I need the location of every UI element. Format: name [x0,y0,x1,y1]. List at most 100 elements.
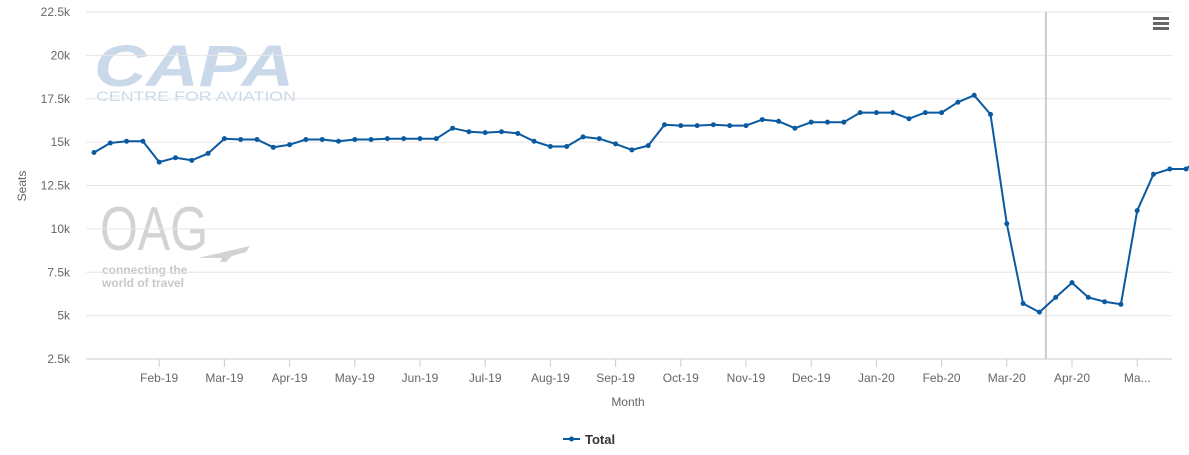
data-point[interactable] [645,143,651,149]
data-point[interactable] [482,130,488,136]
data-point[interactable] [1102,299,1108,305]
data-point[interactable] [254,137,260,143]
data-point[interactable] [678,123,684,129]
data-point[interactable] [156,159,162,165]
x-tick-label: Jul-19 [469,371,502,385]
chart-menu-button[interactable] [1148,10,1174,36]
x-tick-label: Aug-19 [531,371,570,385]
data-point[interactable] [515,130,521,136]
grid-lines [86,11,1172,360]
x-tick-label: Nov-19 [727,371,766,385]
x-axis-title: Month [611,395,644,409]
data-point[interactable] [173,155,178,161]
y-tick-label: 15k [51,135,71,149]
plane-icon [198,246,250,262]
x-tick-label: Mar-19 [205,371,243,385]
y-axis-ticks: 2.5k 5k 7.5k 10k 12.5k 15k 17.5k 20k 22.5k [41,5,71,366]
data-point[interactable] [140,138,146,144]
y-axis-title: Seats [15,171,29,202]
data-point[interactable] [547,143,553,149]
capa-watermark: CAPA CENTRE FOR AVIATION [94,34,296,104]
data-point[interactable] [792,125,798,131]
data-point[interactable] [189,157,195,163]
y-tick-label: 2.5k [47,352,71,366]
data-point[interactable] [988,111,993,117]
data-point[interactable] [531,138,537,144]
data-point[interactable] [1036,309,1042,315]
data-point[interactable] [1020,300,1026,306]
data-point[interactable] [596,136,602,142]
data-point[interactable] [124,138,130,144]
data-point[interactable] [564,143,570,149]
data-point[interactable] [1004,221,1010,227]
x-tick-label: Dec-19 [792,371,831,385]
data-point[interactable] [499,129,504,135]
data-point[interactable] [776,118,782,124]
data-point[interactable] [417,136,423,142]
data-point[interactable] [303,137,309,143]
data-point[interactable] [319,137,325,143]
data-point[interactable] [580,134,586,140]
data-point[interactable] [808,119,814,125]
oag-tagline-2: world of travel [101,276,184,290]
data-point[interactable] [955,99,961,105]
data-point[interactable] [401,136,407,142]
data-point[interactable] [873,110,879,116]
legend-marker [569,436,574,442]
legend[interactable]: Total [563,432,615,447]
data-point[interactable] [1085,294,1091,300]
x-axis: Feb-19 Mar-19 Apr-19 May-19 Jun-19 Jul-19 Aug-… [140,359,1151,385]
data-point[interactable] [270,144,276,150]
y-tick-label: 10k [51,222,71,236]
data-point[interactable] [336,138,341,144]
data-point[interactable] [710,122,716,128]
x-tick-label: Sep-19 [596,371,635,385]
data-point[interactable] [971,92,977,98]
data-point[interactable] [662,122,667,128]
x-tick-label: May-19 [335,371,375,385]
oag-tagline-1: connecting the [102,263,188,277]
data-point[interactable] [1167,166,1173,172]
series-line-total [93,94,1189,314]
x-tick-label: Apr-19 [272,371,308,385]
x-tick-label: Jan-20 [858,371,895,385]
data-point[interactable] [629,147,635,153]
data-point[interactable] [613,141,619,147]
data-point[interactable] [1118,301,1124,307]
x-tick-label: Apr-20 [1054,371,1090,385]
data-point[interactable] [352,137,358,143]
data-point[interactable] [694,123,700,129]
data-point[interactable] [466,129,472,135]
data-point[interactable] [841,119,847,125]
data-point[interactable] [1134,208,1140,214]
data-point[interactable] [91,150,97,156]
data-point[interactable] [857,110,863,116]
data-point[interactable] [743,123,749,129]
data-point[interactable] [368,137,374,143]
data-point[interactable] [1183,166,1189,172]
data-point[interactable] [922,110,928,116]
data-point[interactable] [107,140,113,146]
y-tick-label: 17.5k [41,92,71,106]
data-point[interactable] [433,136,439,142]
data-point[interactable] [727,123,733,129]
data-point[interactable] [939,110,945,116]
data-point[interactable] [205,150,211,156]
data-point[interactable] [450,125,456,131]
data-point[interactable] [384,136,390,142]
capa-logo-text: CAPA [94,34,294,99]
data-point[interactable] [759,117,765,123]
data-point[interactable] [238,137,244,143]
data-point[interactable] [906,116,912,122]
data-point[interactable] [287,142,293,148]
data-point[interactable] [221,136,227,142]
data-point[interactable] [1053,294,1059,300]
data-point[interactable] [1069,280,1075,286]
data-point[interactable] [890,110,896,116]
x-tick-label: Jun-19 [402,371,439,385]
capa-tagline: CENTRE FOR AVIATION [96,88,296,104]
data-point[interactable] [825,119,830,125]
y-tick-label: 7.5k [47,265,71,279]
data-point[interactable] [1151,171,1156,177]
x-tick-label: Feb-20 [923,371,961,385]
